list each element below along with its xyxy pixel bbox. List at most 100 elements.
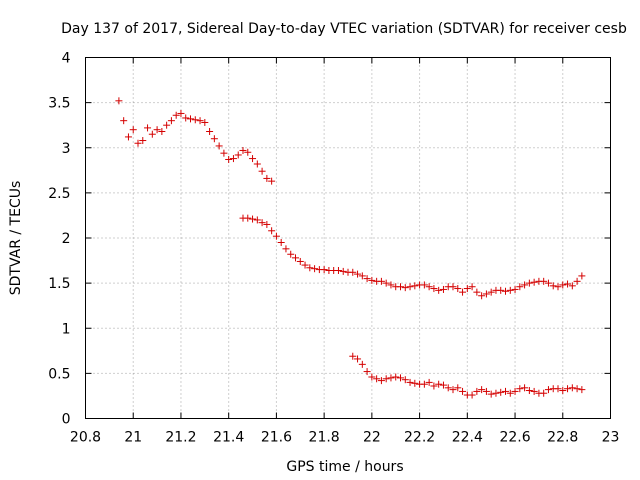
data-point: [272, 232, 280, 240]
data-point: [220, 149, 228, 157]
data-point: [120, 117, 128, 125]
data-point: [373, 375, 381, 383]
data-point: [363, 275, 371, 283]
x-tick-label: 22.8: [547, 430, 578, 446]
data-point: [430, 285, 438, 293]
data-point: [320, 266, 328, 274]
data-point: [497, 286, 505, 294]
x-tick-label: 21.2: [165, 430, 196, 446]
data-point: [163, 121, 171, 129]
data-point: [244, 148, 252, 156]
data-point: [511, 285, 519, 293]
data-point: [177, 109, 185, 117]
data-point: [540, 277, 548, 285]
data-point: [525, 279, 533, 287]
data-point: [478, 386, 486, 394]
data-point: [282, 245, 290, 253]
data-point: [459, 288, 467, 296]
data-point: [239, 146, 247, 154]
data-point: [444, 384, 452, 392]
data-point: [349, 352, 357, 360]
data-point: [559, 281, 567, 289]
data-point: [435, 286, 443, 294]
data-point: [397, 374, 404, 382]
data-point: [196, 117, 204, 125]
data-point: [411, 379, 419, 387]
data-point: [263, 174, 271, 182]
data-point: [449, 283, 457, 291]
y-tick-label: 3.5: [48, 96, 70, 112]
data-point: [249, 155, 257, 163]
data-point: [368, 276, 376, 284]
data-point: [115, 97, 123, 105]
data-point: [573, 277, 581, 285]
data-point: [425, 378, 433, 386]
data-point: [564, 280, 572, 288]
data-point: [382, 279, 390, 287]
data-point: [459, 387, 467, 395]
data-point: [144, 124, 152, 132]
data-point: [187, 115, 194, 123]
data-point: [516, 283, 524, 291]
data-point: [578, 272, 586, 280]
data-point: [134, 139, 142, 147]
data-point: [554, 385, 562, 393]
data-point: [268, 177, 276, 185]
data-point: [411, 282, 419, 290]
data-point: [215, 142, 223, 150]
data-point: [148, 130, 156, 138]
points-layer: [115, 97, 586, 399]
data-point: [306, 264, 314, 272]
x-tick-label: 22: [363, 430, 381, 446]
data-point: [406, 378, 414, 386]
data-point: [401, 376, 409, 384]
data-point: [354, 355, 362, 363]
plot-frame: [85, 57, 611, 419]
data-point: [292, 254, 299, 262]
data-point: [229, 155, 237, 163]
data-point: [420, 380, 428, 388]
data-point: [559, 387, 567, 395]
data-point: [564, 385, 572, 393]
data-point: [210, 135, 218, 143]
data-point: [516, 385, 524, 393]
data-point: [158, 128, 166, 136]
data-point: [506, 389, 514, 397]
data-point: [287, 250, 295, 258]
data-point: [358, 272, 366, 280]
data-point: [549, 282, 557, 290]
data-point: [430, 382, 438, 390]
data-point: [153, 126, 161, 134]
data-point: [478, 292, 486, 300]
data-point: [253, 160, 261, 168]
data-point: [454, 285, 462, 293]
y-tick-label: 1: [62, 321, 71, 337]
data-point: [487, 288, 495, 296]
data-point: [425, 283, 433, 291]
ticks-layer: 20.8 21 21.2 21.4 21.6 21.8 22 22.2 22.4 22.6 22.8…: [48, 51, 619, 446]
y-tick-label: 3: [62, 141, 71, 157]
y-tick-label: 2.5: [48, 186, 70, 202]
y-tick-label: 1.5: [48, 276, 70, 292]
x-axis-label: GPS time / hours: [286, 459, 403, 475]
data-point: [234, 151, 242, 159]
data-point: [578, 386, 586, 394]
y-tick-label: 2: [62, 231, 71, 247]
data-point: [468, 391, 476, 399]
x-tick-label: 20.8: [70, 430, 101, 446]
data-point: [258, 167, 266, 175]
x-tick-label: 21.4: [213, 430, 244, 446]
data-point: [573, 385, 581, 393]
data-point: [439, 285, 447, 293]
x-tick-label: 22.6: [499, 430, 530, 446]
y-tick-label: 0: [62, 412, 71, 428]
data-point: [568, 282, 576, 290]
x-tick-label: 22.2: [404, 430, 435, 446]
y-tick-label: 0.5: [48, 366, 70, 382]
data-point: [492, 389, 500, 397]
data-point: [349, 268, 357, 276]
data-point: [392, 373, 400, 381]
data-point: [167, 117, 175, 125]
data-point: [530, 387, 538, 395]
data-point: [406, 283, 414, 291]
